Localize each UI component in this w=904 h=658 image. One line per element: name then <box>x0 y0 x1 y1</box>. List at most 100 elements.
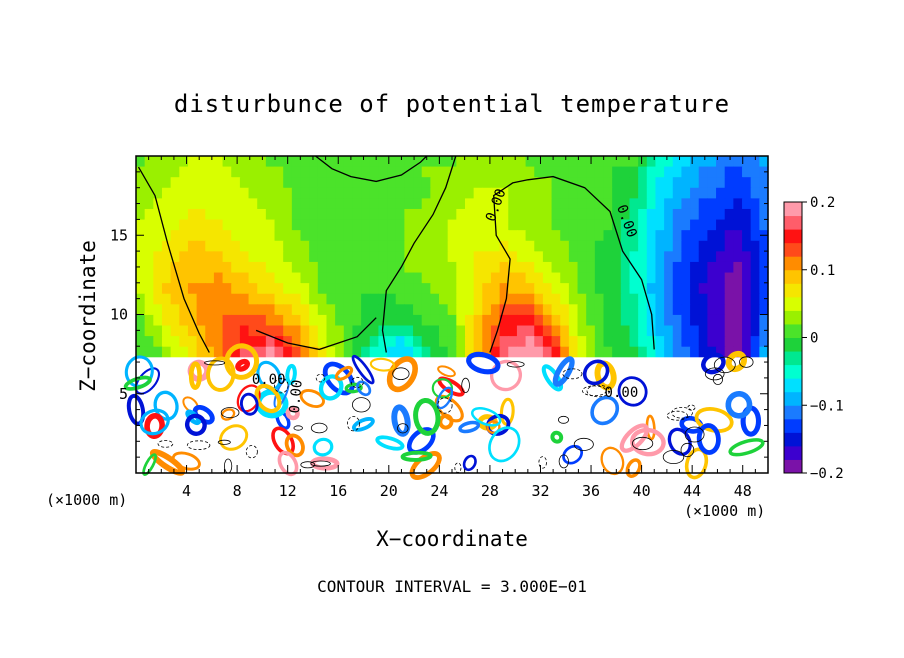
field-cell <box>707 198 717 210</box>
field-cell <box>395 283 405 295</box>
field-cell <box>464 208 475 221</box>
field-cell <box>430 272 440 284</box>
field-cell <box>759 251 769 263</box>
field-cell <box>413 156 423 168</box>
field-cell <box>265 314 276 327</box>
field-cell <box>586 283 596 295</box>
field-cell <box>395 219 405 231</box>
field-cell <box>265 208 276 221</box>
field-cell <box>620 293 631 305</box>
field-cell <box>326 177 336 189</box>
field-cell <box>309 325 319 337</box>
field-cell <box>153 314 163 327</box>
field-cell <box>248 208 258 221</box>
field-cell <box>161 198 172 210</box>
field-cell <box>638 346 648 358</box>
field-cell <box>473 314 483 327</box>
field-cell <box>447 346 457 358</box>
field-cell <box>205 346 215 358</box>
eddy-contour <box>315 373 326 383</box>
eddy-contour <box>573 437 594 451</box>
turbulent-eddy <box>126 393 146 426</box>
field-cell <box>153 261 163 274</box>
field-cell <box>447 325 457 337</box>
field-cell <box>612 272 622 284</box>
field-cell <box>205 187 215 199</box>
field-cell <box>742 240 752 252</box>
field-cell <box>213 283 224 295</box>
field-cell <box>681 187 691 199</box>
turbulent-eddy <box>149 449 186 476</box>
eddy-contour <box>461 377 470 393</box>
field-cell <box>421 283 431 295</box>
field-cell <box>698 156 708 168</box>
field-cell <box>309 314 319 327</box>
field-cell <box>655 314 665 327</box>
field-cell <box>724 261 734 274</box>
field-cell <box>421 156 431 168</box>
field-cell <box>542 240 553 252</box>
field-cell <box>464 346 475 358</box>
field-cell <box>300 208 310 221</box>
field-cell <box>413 240 423 252</box>
field-cell <box>326 283 336 295</box>
field-cell <box>534 261 544 274</box>
field-cell <box>620 346 631 358</box>
field-cell <box>733 166 743 178</box>
field-cell <box>309 272 319 284</box>
field-cell <box>568 208 579 221</box>
field-cell <box>750 187 760 199</box>
field-cell <box>716 156 726 168</box>
field-cell <box>361 272 371 284</box>
field-cell <box>161 166 172 178</box>
field-cell <box>577 314 587 327</box>
eddy-contour <box>157 440 174 448</box>
field-cell <box>672 346 683 358</box>
field-cell <box>309 219 319 231</box>
field-cell <box>248 314 258 327</box>
field-cell <box>170 283 180 295</box>
field-cell <box>490 240 501 252</box>
field-cell <box>153 304 163 316</box>
field-cell <box>283 198 293 210</box>
field-cell <box>759 304 769 316</box>
field-cell <box>586 198 596 210</box>
eddy-contour <box>713 356 736 374</box>
field-cell <box>629 272 639 284</box>
field-cell <box>326 230 336 242</box>
field-cell <box>750 346 760 358</box>
field-cell <box>733 304 743 316</box>
field-cell <box>387 314 397 327</box>
field-cell <box>499 304 509 316</box>
field-cell <box>508 293 518 305</box>
field-cell <box>482 283 492 295</box>
field-cell <box>577 272 587 284</box>
field-cell <box>759 219 769 231</box>
field-cell <box>361 346 371 358</box>
field-cell <box>646 283 657 295</box>
field-cell <box>646 166 657 178</box>
turbulent-eddy <box>458 420 481 434</box>
field-cell <box>716 208 726 221</box>
field-cell <box>335 219 345 231</box>
field-cell <box>707 187 717 199</box>
field-cell <box>309 156 319 168</box>
field-cell <box>603 314 613 327</box>
field-cell <box>421 177 431 189</box>
field-cell <box>153 156 163 168</box>
field-cell <box>620 283 631 295</box>
field-cell <box>473 336 483 348</box>
field-cell <box>300 272 310 284</box>
field-cell <box>335 187 345 199</box>
field-cell <box>170 304 180 316</box>
field-cell <box>257 336 267 348</box>
eddy-contour <box>220 407 240 419</box>
field-cell <box>525 251 535 263</box>
field-cell <box>257 219 267 231</box>
field-cell <box>482 187 492 199</box>
field-cell <box>421 240 431 252</box>
turbulent-eddy <box>725 350 748 373</box>
eddy-contour <box>293 425 303 431</box>
field-cell <box>733 336 743 348</box>
field-cell <box>577 198 587 210</box>
